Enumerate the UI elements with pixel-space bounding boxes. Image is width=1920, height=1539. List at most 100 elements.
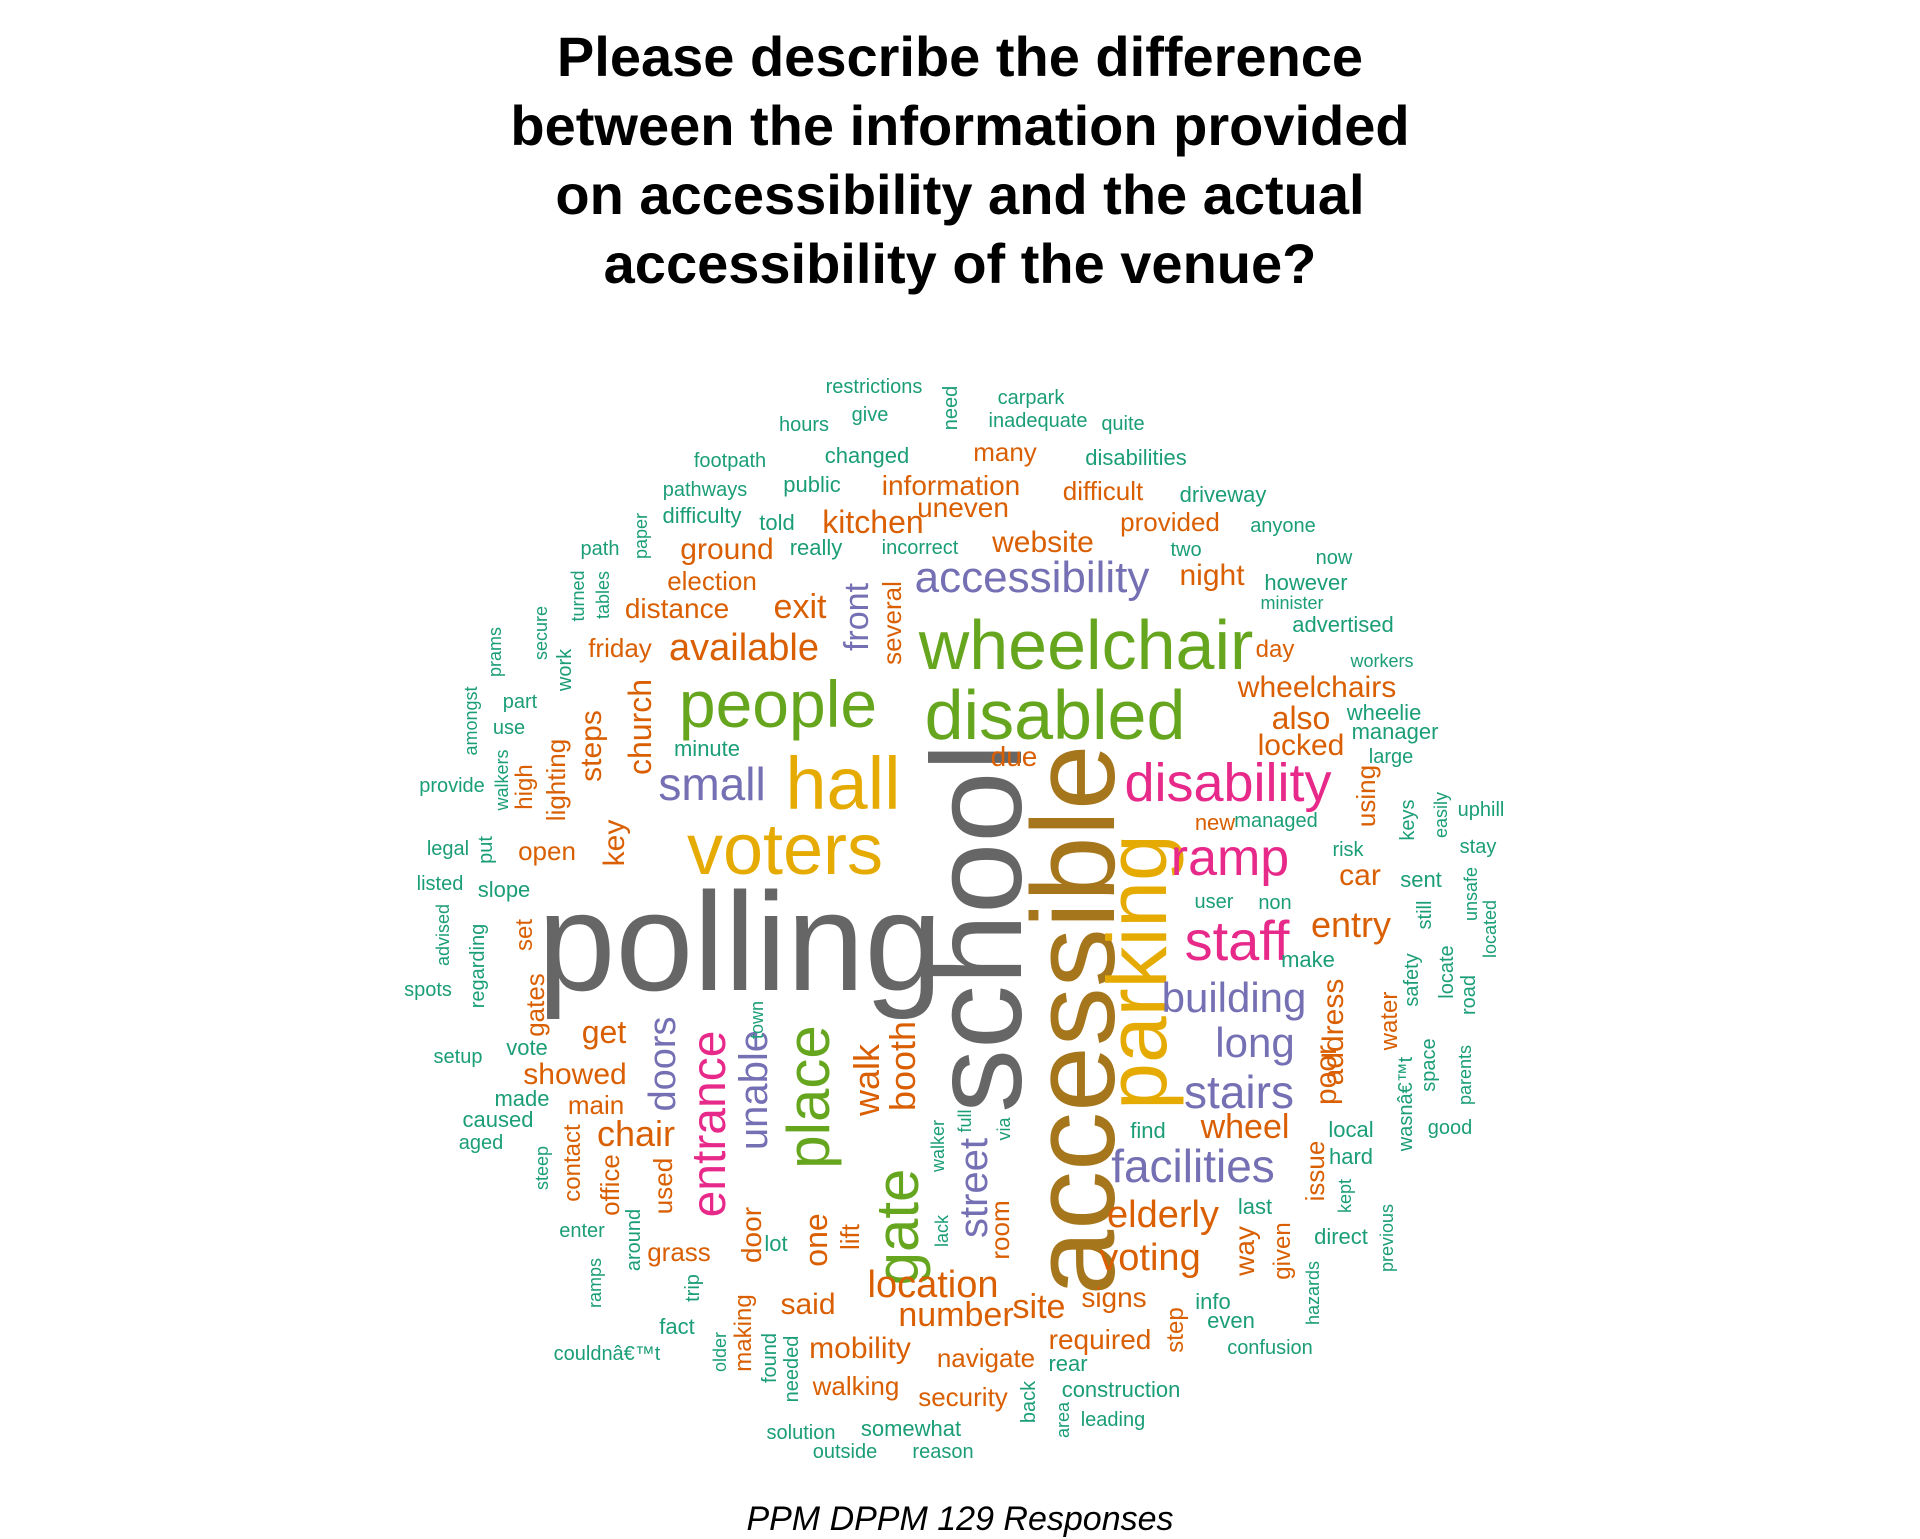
cloud-word: full [955,1109,975,1133]
cloud-word: hall [785,742,901,825]
cloud-word: need [940,385,962,431]
cloud-word: aged [458,1132,504,1154]
cloud-word: exit [773,588,827,626]
cloud-word: managed [1234,810,1318,832]
cloud-word: stairs [1184,1066,1294,1118]
cloud-word: lift [835,1224,865,1250]
cloud-word: footpath [693,450,767,472]
cloud-word: wasnâ€™t [1395,1056,1417,1152]
cloud-word: somewhat [860,1416,962,1441]
cloud-word: making [730,1294,757,1372]
cloud-word: even [1207,1308,1255,1333]
cloud-word: facilities [1111,1140,1275,1192]
cloud-word: regarding [467,923,489,1009]
cloud-word: space [1418,1038,1440,1092]
cloud-word: long [1215,1019,1295,1066]
cloud-word: car [1339,859,1381,892]
cloud-word: parking [1090,834,1184,1110]
cloud-word: make [1281,947,1335,972]
cloud-word: risk [1332,839,1364,861]
cloud-word: locked [1257,729,1345,762]
cloud-word: made [494,1086,550,1111]
cloud-word: put [475,836,497,864]
cloud-word: walking [812,1371,900,1401]
cloud-word: anyone [1250,515,1316,537]
cloud-word: stay [1459,836,1497,858]
cloud-word: showed [523,1058,627,1091]
cloud-word: find [1130,1118,1166,1143]
cloud-word: elderly [1107,1194,1219,1236]
cloud-word: driveway [1179,482,1267,507]
cloud-word: hazards [1303,1260,1323,1326]
cloud-word: used [648,1157,678,1215]
cloud-word: water [1376,991,1403,1051]
cloud-word: distance [624,593,730,624]
cloud-word: really [789,535,843,560]
caption: PPM DPPM 129 Responses [746,1500,1174,1538]
cloud-word: voting [1099,1237,1201,1279]
cloud-word: info [1195,1289,1231,1314]
cloud-word: walker [928,1119,948,1173]
cloud-word: sent [1400,867,1442,892]
cloud-word: path [580,538,620,560]
page-title: Please describe the difference between t… [0,22,1920,298]
cloud-word: provide [419,775,485,797]
cloud-word: large [1368,746,1414,768]
cloud-word: said [780,1288,836,1321]
cloud-word: minute [673,736,741,761]
cloud-word: local [1328,1117,1374,1142]
cloud-word: back [1018,1380,1040,1424]
cloud-word: tables [593,570,613,620]
cloud-word: solution [766,1422,836,1444]
cloud-word: uneven [917,492,1009,523]
cloud-word: steps [575,710,608,782]
cloud-word: hard [1328,1144,1374,1169]
cloud-word: site [1012,1288,1066,1326]
cloud-word: inadequate [988,410,1088,432]
cloud-word: pathways [662,479,748,501]
cloud-word: uphill [1457,799,1505,821]
cloud-word: entry [1310,904,1392,945]
cloud-word: difficult [1062,476,1144,506]
cloud-word: lighting [541,738,571,822]
cloud-word: road [1458,974,1480,1016]
cloud-word: however [1264,570,1348,595]
cloud-word: use [492,717,526,739]
cloud-word: wheel [1200,1108,1290,1146]
cloud-word: part [502,691,538,713]
cloud-word: main [567,1090,625,1120]
cloud-word: outside [812,1441,878,1463]
cloud-word: place [775,1025,842,1169]
cloud-word: chair [596,1113,676,1154]
cloud-word: using [1351,764,1381,828]
cloud-word: hours [778,414,830,436]
cloud-word: provided [1120,507,1220,537]
cloud-word: disabilities [1085,445,1187,470]
cloud-word: couldnâ€™t [553,1343,661,1365]
cloud-word: prams [485,626,505,678]
cloud-word: direct [1314,1224,1368,1249]
cloud-word: many [973,437,1037,467]
cloud-word: key [598,819,631,867]
cloud-word: reason [912,1441,974,1463]
cloud-word: legal [426,838,470,860]
cloud-word: steep [532,1145,552,1191]
cloud-word: confusion [1227,1337,1313,1359]
cloud-word: walk [846,1043,887,1117]
cloud-word: town [747,1000,767,1040]
cloud-word: kept [1335,1178,1355,1214]
cloud-word: due [990,741,1038,772]
cloud-word: given [1269,1222,1296,1280]
cloud-word: rear [1048,1351,1088,1376]
cloud-word: set [511,918,538,952]
cloud-word: get [581,1014,627,1050]
cloud-word: small [658,758,766,810]
cloud-word: website [992,526,1094,559]
cloud-word: turned [568,570,588,622]
cloud-word: minister [1260,593,1324,613]
cloud-word: still [1414,900,1436,930]
cloud-word: safety [1401,953,1423,1007]
cloud-word: advertised [1292,612,1394,637]
cloud-word: two [1170,539,1202,561]
cloud-word: easily [1431,791,1451,839]
